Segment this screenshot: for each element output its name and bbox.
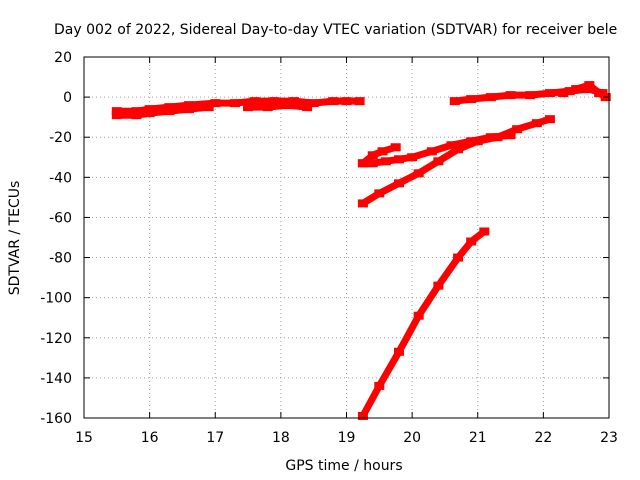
data-point: [131, 107, 142, 116]
data-point: [472, 137, 483, 146]
data-point: [131, 111, 142, 120]
x-tick-label: 15: [75, 430, 93, 446]
data-point: [571, 85, 582, 94]
data-series: [111, 81, 611, 420]
y-tick-label: -60: [49, 210, 72, 226]
data-point: [367, 151, 378, 160]
x-tick-label: 19: [338, 430, 356, 446]
data-point: [111, 111, 122, 120]
data-point: [377, 147, 388, 156]
data-point: [394, 179, 404, 188]
data-point: [413, 311, 424, 320]
data-point: [144, 105, 155, 114]
x-tick-label: 18: [272, 430, 290, 446]
data-point: [164, 107, 175, 116]
data-point: [354, 97, 365, 106]
data-point: [111, 107, 122, 116]
data-point: [374, 381, 385, 390]
data-point: [367, 159, 378, 168]
data-point: [413, 169, 424, 178]
chart-title: Day 002 of 2022, Sidereal Day-to-day VTE…: [54, 22, 617, 38]
series-arc-1c: [248, 101, 308, 111]
x-axis-label: GPS time / hours: [285, 458, 402, 474]
y-tick-label: -80: [49, 251, 72, 267]
data-point: [466, 237, 477, 246]
data-point: [426, 147, 437, 156]
data-point: [243, 103, 254, 112]
data-point: [203, 103, 214, 112]
data-point: [262, 103, 273, 112]
x-tick-label: 16: [141, 430, 159, 446]
axis-ticks: 15 16 17 18 19 20 21 22 23 20 0 -20 -40 -60 -80 -100 -12…: [40, 50, 618, 446]
data-point: [282, 101, 293, 110]
data-point: [289, 97, 299, 106]
data-point: [210, 99, 221, 108]
data-point: [525, 91, 536, 100]
x-tick-label: 23: [600, 430, 618, 446]
x-tick-label: 17: [206, 430, 224, 446]
data-point: [269, 97, 280, 106]
data-point: [328, 97, 339, 106]
y-tick-label: -120: [40, 331, 72, 347]
y-tick-label: -160: [40, 411, 72, 427]
y-tick-label: -20: [49, 130, 72, 146]
data-point: [229, 99, 240, 108]
data-point: [479, 227, 490, 236]
data-point: [594, 89, 605, 98]
data-point: [466, 95, 477, 104]
data-point: [584, 81, 595, 90]
data-point: [357, 159, 368, 168]
data-point: [394, 155, 404, 164]
data-point: [453, 145, 464, 154]
data-point: [446, 141, 457, 150]
data-point: [144, 109, 155, 118]
data-point: [308, 99, 319, 108]
y-axis-label: SDTVAR / TECUs: [7, 181, 23, 296]
data-point: [512, 125, 523, 134]
y-tick-label: -100: [40, 291, 72, 307]
data-point: [407, 153, 418, 162]
data-point: [544, 115, 555, 124]
data-point: [374, 189, 385, 198]
data-point: [505, 91, 516, 100]
y-tick-label: 20: [54, 50, 72, 66]
data-point: [433, 281, 444, 290]
data-point: [184, 101, 194, 110]
data-point: [394, 347, 404, 356]
y-tick-label: 0: [63, 90, 72, 106]
data-point: [357, 199, 368, 208]
data-point: [531, 119, 542, 128]
data-point: [390, 143, 401, 152]
data-point: [341, 97, 352, 106]
data-point: [485, 93, 496, 102]
data-point: [380, 157, 391, 166]
data-point: [449, 97, 460, 106]
data-point: [433, 157, 444, 166]
data-point: [184, 105, 194, 114]
data-point: [453, 253, 464, 262]
y-tick-label: -140: [40, 371, 72, 387]
data-point: [357, 411, 368, 420]
x-tick-label: 20: [403, 430, 421, 446]
y-tick-label: -40: [49, 170, 72, 186]
x-tick-label: 22: [534, 430, 552, 446]
data-point: [492, 133, 503, 142]
data-point: [302, 103, 313, 112]
data-point: [249, 97, 260, 106]
data-point: [544, 89, 555, 98]
data-point: [558, 89, 569, 98]
x-tick-label: 21: [469, 430, 487, 446]
data-point: [164, 103, 175, 112]
